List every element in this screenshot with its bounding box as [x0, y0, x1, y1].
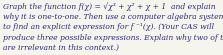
Text: Graph the function f(χ) = √χ³ + χ² + χ + 1  and explain: Graph the function f(χ) = √χ³ + χ² + χ +… — [3, 2, 215, 11]
Text: are irrelevant in this context.): are irrelevant in this context.) — [3, 44, 119, 52]
Text: produce three possible expressions. Explain why two of them: produce three possible expressions. Expl… — [3, 34, 223, 42]
Text: to find an explicit expression for f ⁻¹(χ). (Your CAS will: to find an explicit expression for f ⁻¹(… — [3, 23, 214, 31]
Text: why it is one-to-one. Then use a computer algebra system: why it is one-to-one. Then use a compute… — [3, 13, 223, 21]
